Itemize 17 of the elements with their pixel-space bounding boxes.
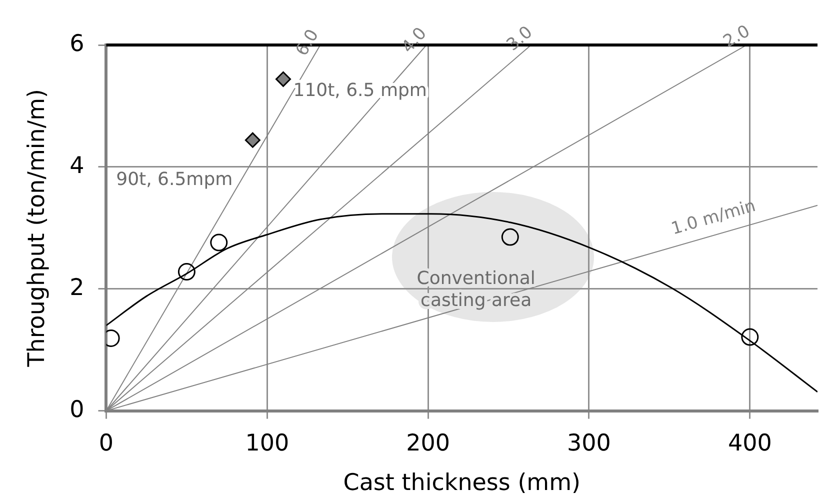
y-axis-title: Throughput (ton/min/m)	[24, 89, 50, 368]
text: 4.0	[398, 24, 431, 58]
y-tick-label: 6	[70, 30, 84, 57]
annotation: 90t, 6.5mpm	[116, 168, 233, 190]
text: 2.0	[720, 21, 754, 52]
y-tick-label: 0	[70, 396, 84, 423]
text: 6.0	[292, 26, 324, 60]
y-tick-label: 2	[70, 274, 84, 301]
x-tick-label: 0	[98, 430, 114, 457]
x-axis-title: Cast thickness (mm)	[343, 470, 580, 496]
x-tick-label: 300	[567, 430, 611, 457]
text: 3.0	[503, 22, 537, 56]
x-tick-label: 200	[406, 430, 450, 457]
text: 1.0 m/min	[669, 196, 758, 240]
y-tick-label: 4	[70, 152, 84, 179]
x-tick-label: 400	[728, 430, 772, 457]
x-tick-label: 100	[245, 430, 290, 457]
